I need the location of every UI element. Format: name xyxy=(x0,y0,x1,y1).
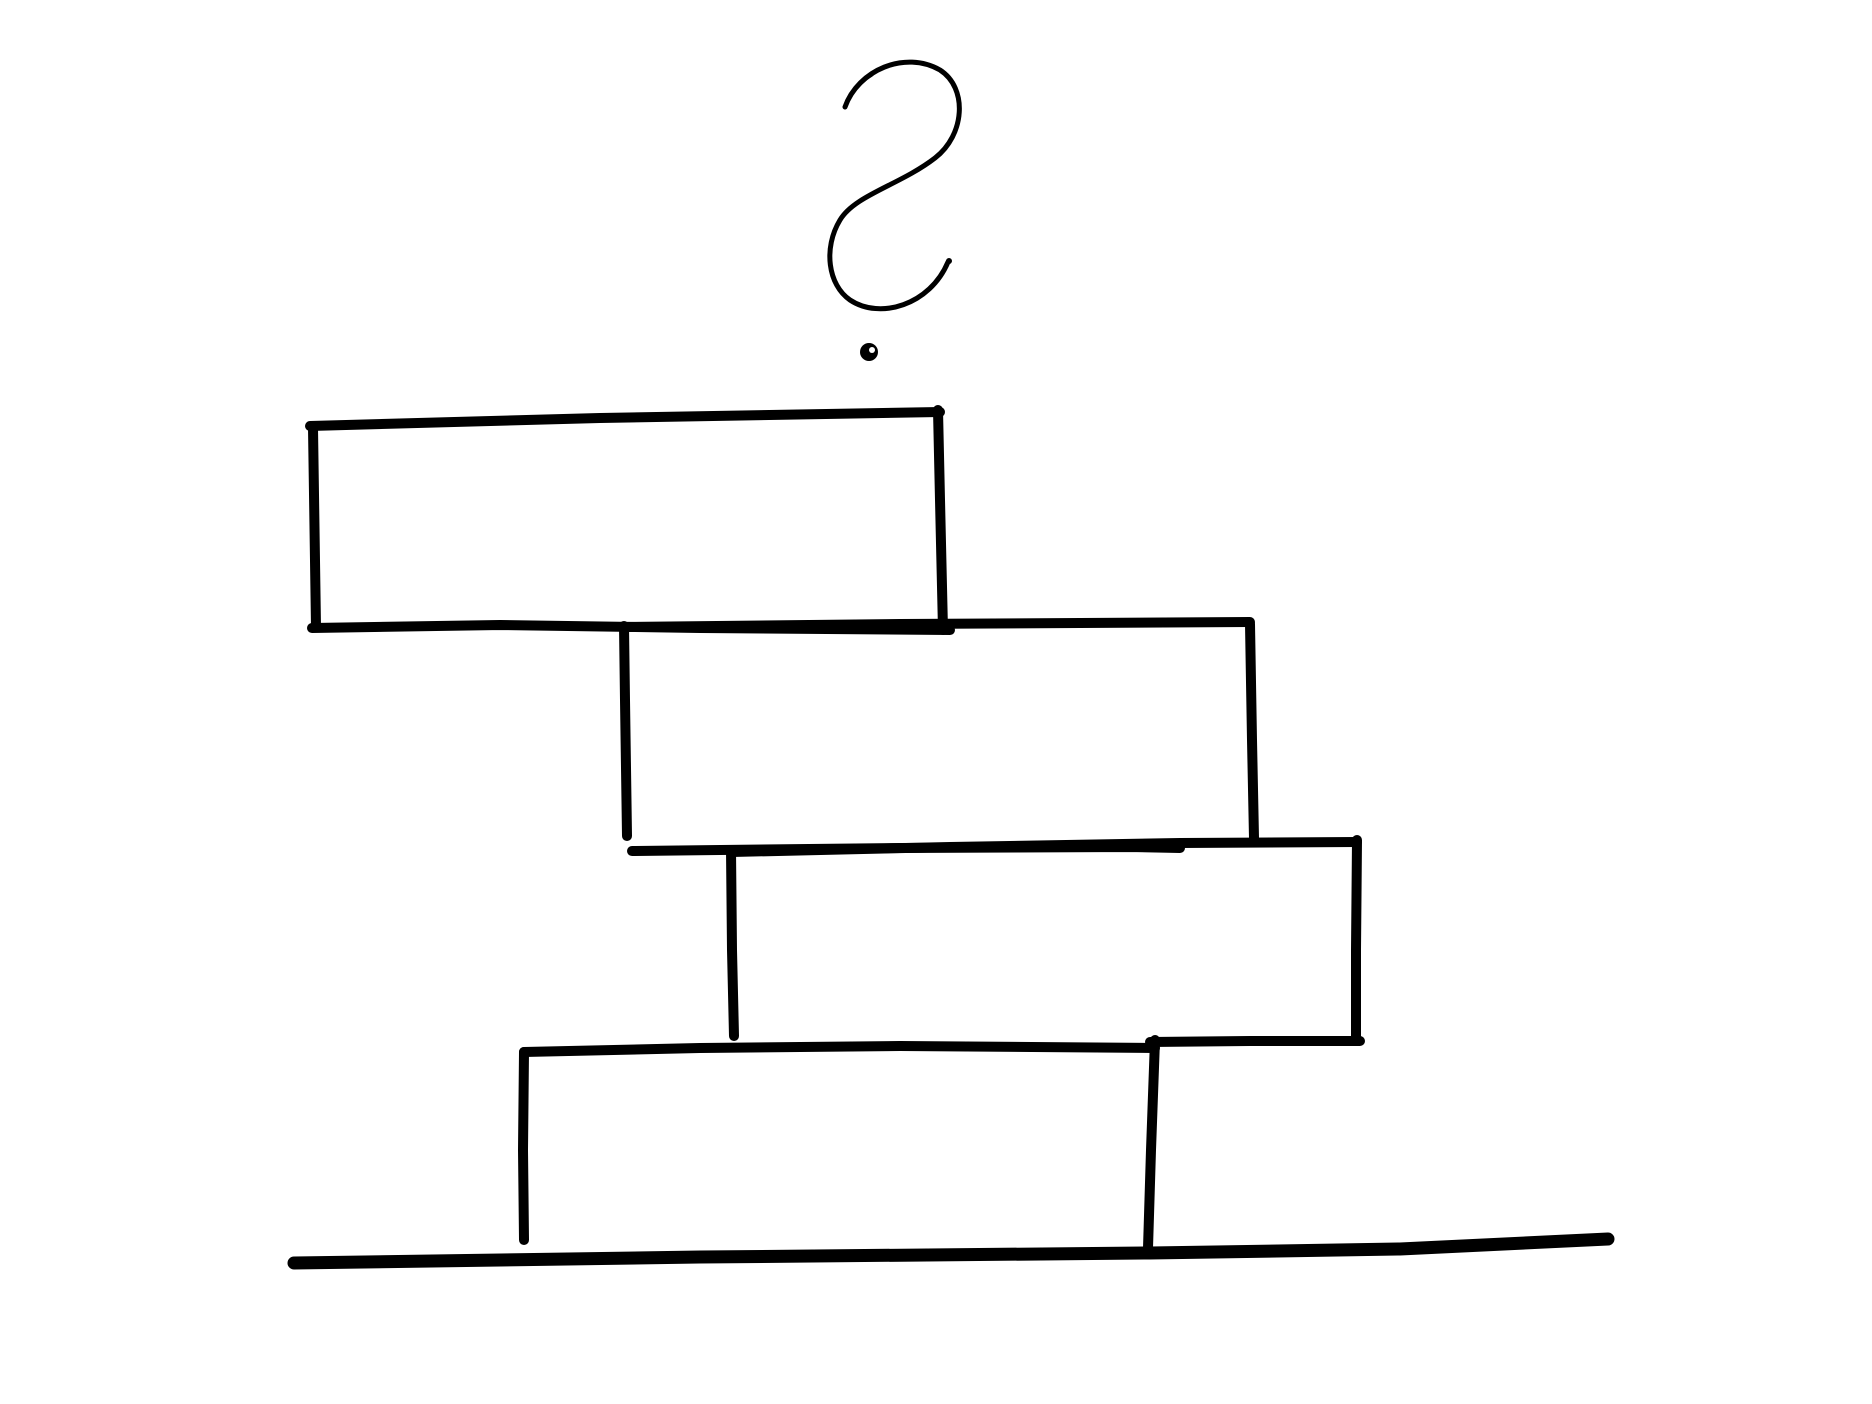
block-top xyxy=(305,405,955,635)
block-third xyxy=(726,835,1365,1047)
ground-line xyxy=(287,1232,1615,1270)
block-bottom xyxy=(518,1035,1160,1253)
question-mark-icon xyxy=(827,59,962,361)
block-second xyxy=(619,617,1259,856)
